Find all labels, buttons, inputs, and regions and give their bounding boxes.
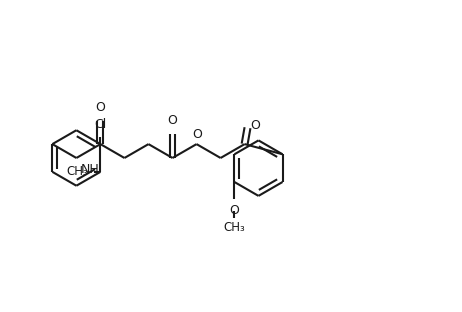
Text: CH₃: CH₃: [224, 221, 245, 234]
Text: O: O: [250, 119, 261, 132]
Text: O: O: [193, 128, 202, 141]
Text: CH₃: CH₃: [67, 165, 89, 178]
Text: Cl: Cl: [94, 118, 107, 131]
Text: O: O: [230, 204, 239, 217]
Text: O: O: [96, 100, 105, 114]
Text: O: O: [168, 115, 177, 128]
Text: NH: NH: [80, 163, 99, 176]
